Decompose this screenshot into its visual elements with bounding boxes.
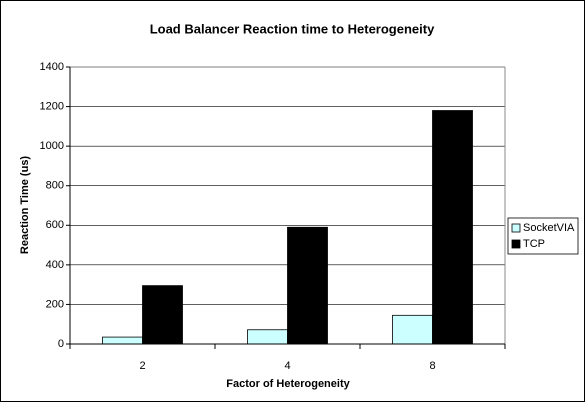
y-tick-label: 1000 [40,140,64,152]
y-tick-label: 800 [46,180,64,192]
y-axis-label: Reaction Time (us) [19,156,31,255]
x-axis-label: Factor of Heterogeneity [226,378,350,390]
x-tick-label: 8 [429,360,435,372]
bar [392,314,433,345]
y-tick-label: 200 [46,298,64,310]
x-tick-label: 2 [139,360,145,372]
legend-swatch [511,223,521,233]
bar [142,285,183,345]
bar [287,226,328,345]
legend-label: TCP [523,238,545,250]
y-tick-label: 400 [46,259,64,271]
y-tick-label: 0 [58,338,64,350]
x-tick-label: 4 [284,360,290,372]
y-tick-label: 600 [46,219,64,231]
y-tick-label: 1400 [40,61,64,73]
bar [432,110,473,345]
legend-label: SocketVIA [523,222,575,234]
legend-swatch [511,239,521,249]
y-tick-label: 1200 [40,100,64,112]
bar [102,336,143,345]
bar [247,329,288,345]
chart-title: Load Balancer Reaction time to Heterogen… [150,21,435,36]
